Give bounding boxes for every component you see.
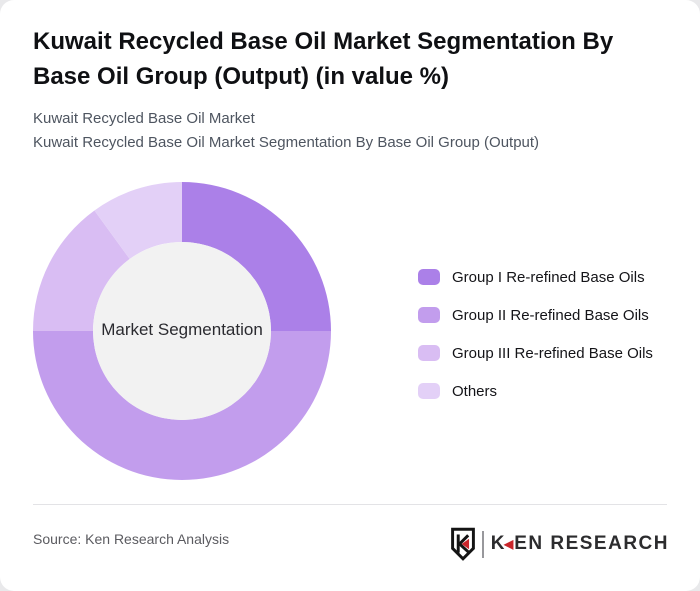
footer-divider — [33, 504, 667, 505]
logo-brand-rest: EN RESEARCH — [514, 533, 669, 554]
source-text: Source: Ken Research Analysis — [33, 531, 230, 547]
legend-label: Group II Re-refined Base Oils — [452, 306, 649, 324]
logo-shield-icon — [450, 527, 475, 561]
donut-segment-1[interactable] — [182, 182, 331, 331]
logo-triangle-icon: ◀ — [503, 537, 514, 551]
legend-label: Group III Re-refined Base Oils — [452, 344, 653, 362]
donut-chart — [32, 181, 332, 481]
donut-segment-3[interactable] — [33, 210, 130, 331]
legend-item-4[interactable]: Others — [418, 379, 653, 403]
breadcrumb: Kuwait Recycled Base Oil Market Kuwait R… — [33, 107, 539, 155]
logo-brand-k: K — [490, 533, 506, 554]
legend-item-1[interactable]: Group I Re-refined Base Oils — [418, 265, 653, 289]
legend-swatch-icon — [418, 269, 440, 285]
logo-separator — [481, 530, 484, 558]
legend-label: Group I Re-refined Base Oils — [452, 268, 645, 286]
donut-hole — [93, 242, 271, 420]
legend-swatch-icon — [418, 383, 440, 399]
subtitle-line-1: Kuwait Recycled Base Oil Market — [33, 110, 255, 127]
legend-item-3[interactable]: Group III Re-refined Base Oils — [418, 341, 653, 365]
legend-swatch-icon — [418, 307, 440, 323]
page-title: Kuwait Recycled Base Oil Market Segmenta… — [33, 28, 614, 90]
donut-segment-4[interactable] — [94, 182, 182, 259]
chart-legend: Group I Re-refined Base Oils Group II Re-… — [418, 265, 653, 403]
logo-brand-text: K◀EN RESEARCH — [491, 533, 669, 555]
legend-item-2[interactable]: Group II Re-refined Base Oils — [418, 303, 653, 327]
legend-label: Others — [452, 382, 498, 400]
donut-center-label: Market Segmentation — [101, 320, 263, 339]
donut-segment-2[interactable] — [33, 331, 331, 480]
ken-research-logo: K◀EN RESEARCH — [450, 526, 669, 562]
legend-swatch-icon — [418, 345, 440, 361]
subtitle-line-2: Kuwait Recycled Base Oil Market Segmenta… — [33, 134, 540, 151]
donut-chart-svg — [33, 182, 331, 480]
